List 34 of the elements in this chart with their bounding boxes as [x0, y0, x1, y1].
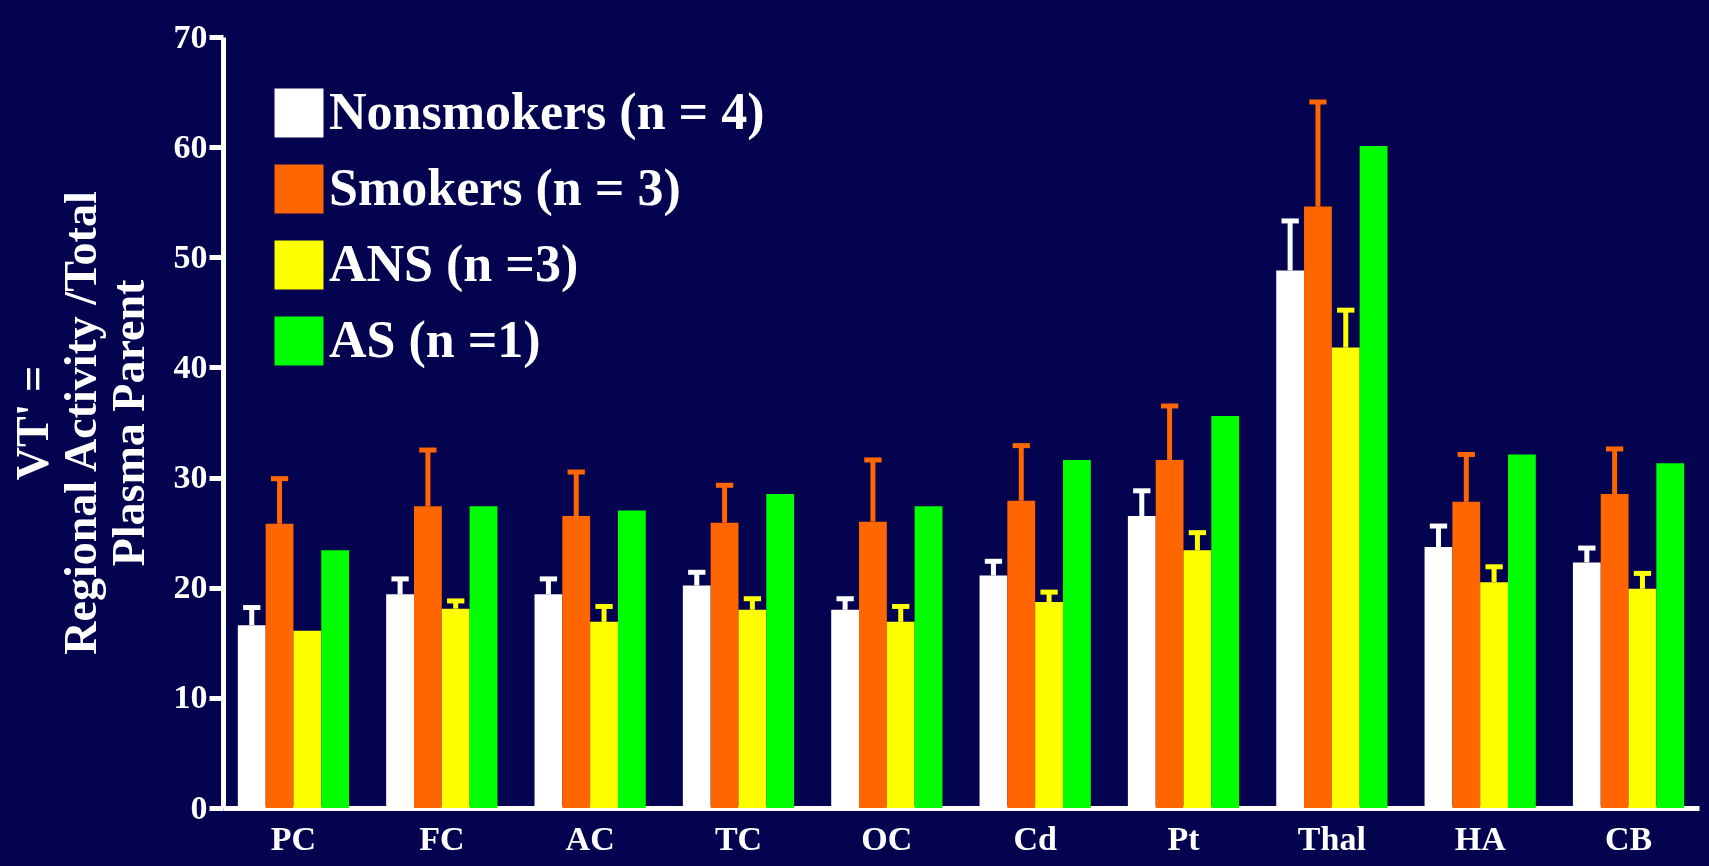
- x-tick-label: CB: [1604, 819, 1653, 857]
- x-tick-label: OC: [861, 819, 913, 857]
- y-tick-label: 40: [173, 347, 208, 385]
- bar: [293, 630, 322, 808]
- x-tick-label: TC: [714, 819, 763, 857]
- bar: [1508, 454, 1536, 808]
- y-tick-label: 50: [173, 237, 208, 275]
- x-tick-label: AC: [565, 819, 615, 857]
- bar: [914, 506, 943, 808]
- x-tick-label: HA: [1454, 819, 1507, 857]
- y-tick-label: 70: [173, 17, 208, 55]
- legend-label: Smokers (n = 3): [329, 159, 681, 217]
- bar: [766, 494, 795, 808]
- x-tick-label: Pt: [1167, 819, 1201, 857]
- bar: [1211, 415, 1240, 808]
- x-tick-label: Cd: [1013, 819, 1057, 857]
- x-tick-label: FC: [419, 819, 465, 857]
- y-tick-label: 30: [173, 458, 208, 496]
- legend-label: AS (n =1): [329, 311, 541, 369]
- x-tick-label: PC: [270, 819, 317, 857]
- legend-label: ANS (n =3): [329, 235, 579, 293]
- y-tick-label: 20: [173, 568, 208, 606]
- y-tick-label: 0: [190, 788, 208, 826]
- y-tick-label: 10: [173, 678, 208, 716]
- bar: [617, 510, 646, 808]
- x-tick-label: Thal: [1297, 819, 1366, 857]
- y-axis-title: VT' = Regional Activity /Total Plasma Parent: [6, 191, 154, 655]
- legend-label: Nonsmokers (n = 4): [329, 83, 765, 141]
- bar: [1359, 146, 1388, 808]
- y-tick-label: 60: [173, 127, 208, 165]
- bar: [1656, 463, 1685, 808]
- bar: [321, 550, 350, 808]
- bar: [469, 506, 498, 808]
- bar: [1062, 459, 1091, 808]
